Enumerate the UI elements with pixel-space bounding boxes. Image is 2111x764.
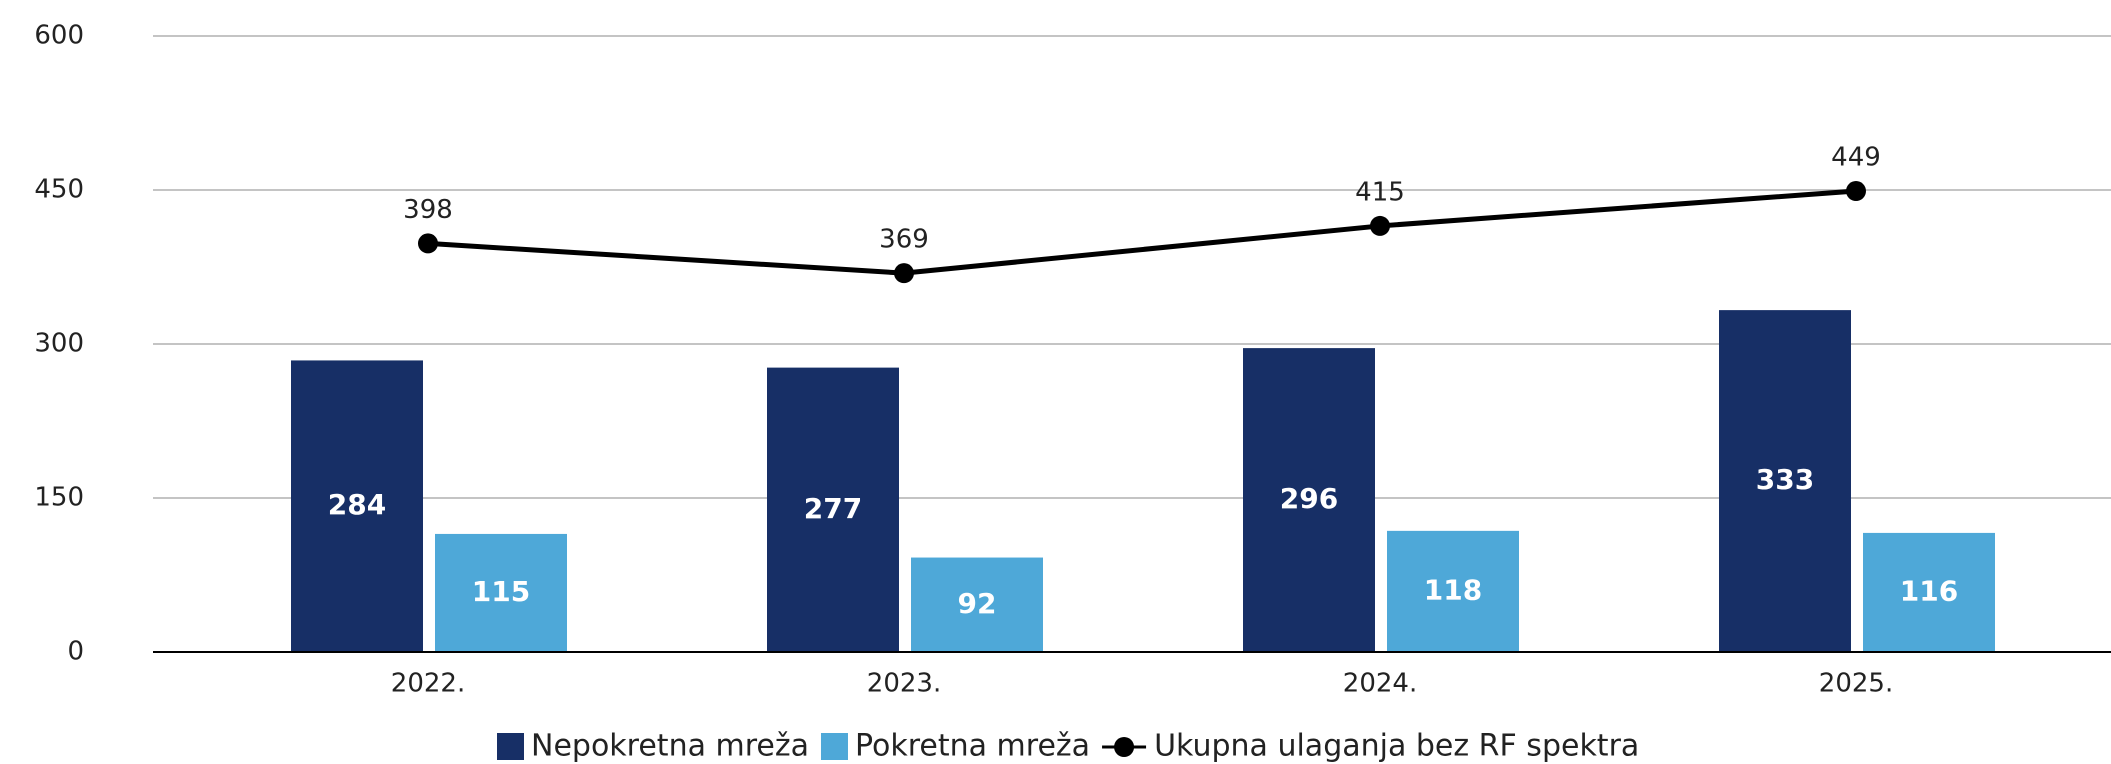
bar: [911, 557, 1043, 652]
point-label: 415: [1355, 177, 1405, 207]
bar: [435, 533, 567, 652]
bar: [1863, 532, 1995, 652]
line-point: [1846, 181, 1866, 202]
bar-label: 118: [1424, 573, 1482, 606]
legend-label: Pokretna mreža: [855, 729, 1090, 764]
bar-label: 284: [328, 488, 386, 521]
legend-marker: [1114, 737, 1135, 757]
legend-label: Nepokretna mreža: [531, 729, 809, 764]
bar-label: 333: [1756, 463, 1814, 496]
x-tick-label: 2022.: [391, 669, 465, 699]
bar: [767, 367, 899, 652]
bar: [1387, 530, 1519, 652]
y-tick-label: 0: [67, 637, 84, 667]
bar-label: 116: [1900, 574, 1958, 607]
bar-label: 296: [1280, 482, 1338, 515]
line-point: [418, 233, 438, 254]
line-point: [894, 263, 914, 284]
x-tick-label: 2025.: [1819, 669, 1893, 699]
y-tick-label: 450: [34, 175, 84, 205]
point-label: 369: [879, 225, 929, 255]
x-tick-label: 2024.: [1343, 669, 1417, 699]
y-tick-label: 600: [34, 21, 84, 51]
point-label: 398: [403, 195, 453, 225]
y-tick-label: 150: [34, 483, 84, 513]
bar-label: 92: [958, 587, 997, 620]
legend-swatch: [497, 733, 524, 760]
y-tick-label: 300: [34, 329, 84, 359]
bar-label: 115: [472, 575, 530, 608]
line-point: [1370, 215, 1390, 236]
bar-label: 277: [804, 492, 862, 525]
legend-label: Ukupna ulaganja bez RF spektra: [1154, 729, 1639, 764]
line: [427, 188, 1857, 276]
legend-swatch: [820, 733, 848, 760]
x-tick-label: 2023.: [867, 669, 941, 699]
bar: [291, 360, 423, 652]
bar: [1243, 348, 1375, 652]
bar: [1719, 310, 1851, 652]
point-label: 449: [1831, 143, 1881, 173]
